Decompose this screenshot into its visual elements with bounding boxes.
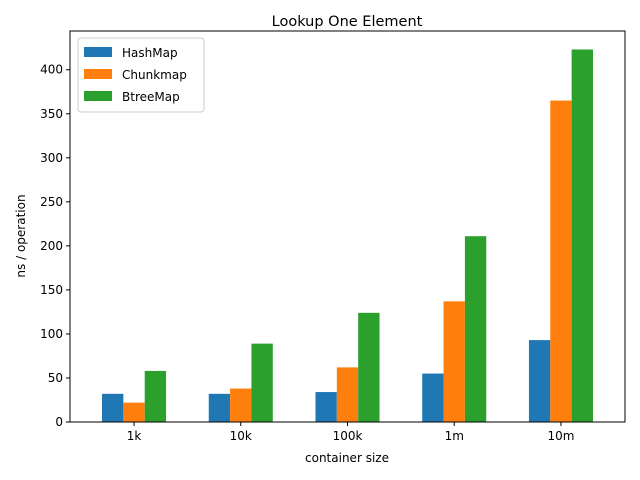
legend-label-btreemap: BtreeMap bbox=[122, 90, 180, 104]
y-ticks-group: 0 50 100 150 200 250 300 350 400 bbox=[40, 63, 70, 429]
bar-chunkmap-100k bbox=[336, 367, 359, 422]
bar-btreemap-1k bbox=[144, 370, 167, 422]
bar-chunkmap-1m bbox=[443, 301, 465, 422]
x-tick-label: 100k bbox=[333, 429, 363, 443]
y-tick-label: 150 bbox=[40, 283, 63, 297]
chart-title: Lookup One Element bbox=[272, 14, 423, 30]
x-tick-label: 10m bbox=[547, 429, 574, 443]
x-tick-label: 10k bbox=[230, 429, 252, 443]
bar-btreemap-10k bbox=[251, 343, 273, 422]
bar-hashmap-10k bbox=[208, 393, 231, 422]
y-tick-label: 400 bbox=[40, 63, 63, 77]
x-axis-label: container size bbox=[305, 451, 389, 465]
bar-chunkmap-10k bbox=[230, 388, 252, 422]
legend-label-chunkmap: Chunkmap bbox=[122, 68, 187, 82]
y-tick-label: 350 bbox=[40, 107, 63, 121]
plot-frame bbox=[69, 30, 626, 423]
y-tick-label: 0 bbox=[55, 415, 63, 429]
x-ticks-group: 1k 10k 100k 1m 10m bbox=[127, 422, 574, 443]
bars-group bbox=[102, 49, 593, 422]
legend-swatch-chunkmap bbox=[84, 69, 112, 79]
bar-hashmap-100k bbox=[315, 392, 337, 422]
bar-chunkmap-10m bbox=[550, 100, 572, 422]
bar-btreemap-1m bbox=[464, 236, 487, 422]
bar-hashmap-10m bbox=[528, 340, 551, 422]
x-tick-label: 1m bbox=[445, 429, 464, 443]
bar-chunkmap-1k bbox=[123, 402, 145, 422]
legend-swatch-btreemap bbox=[84, 91, 112, 101]
y-tick-label: 300 bbox=[40, 151, 63, 165]
bar-hashmap-1k bbox=[102, 393, 124, 422]
legend-swatch-hashmap bbox=[84, 47, 112, 57]
legend: HashMap Chunkmap BtreeMap bbox=[77, 37, 205, 113]
legend-label-hashmap: HashMap bbox=[122, 46, 178, 60]
bar-btreemap-10m bbox=[571, 49, 593, 422]
y-tick-label: 200 bbox=[40, 239, 63, 253]
x-tick-label: 1k bbox=[127, 429, 142, 443]
bar-btreemap-100k bbox=[358, 312, 380, 422]
y-tick-label: 250 bbox=[40, 195, 63, 209]
y-axis-label: ns / operation bbox=[14, 194, 28, 277]
y-tick-label: 100 bbox=[40, 327, 63, 341]
bar-hashmap-1m bbox=[422, 373, 444, 422]
y-tick-label: 50 bbox=[48, 371, 63, 385]
